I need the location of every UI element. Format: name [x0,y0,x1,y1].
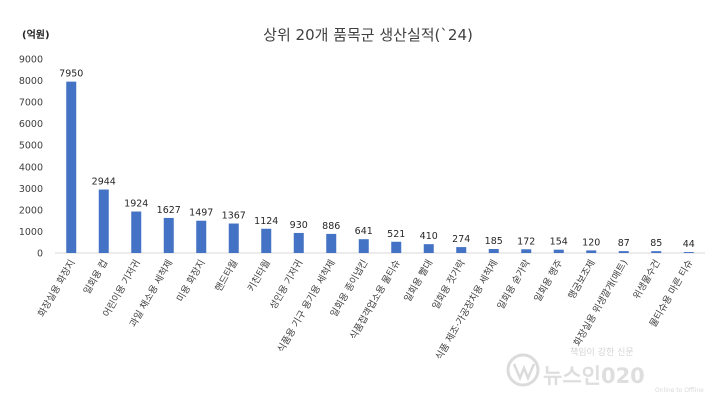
data-label: 154 [550,237,568,248]
bar [651,251,662,253]
watermark-brand: 뉴스인020 [543,364,645,388]
x-tick-label: 일회용 빨대 [402,258,435,304]
x-tick-label: 키친타월 [245,258,273,294]
x-tick-label: 일회용 행주 [532,257,566,304]
bar [391,241,402,253]
bar [521,249,532,253]
bar [326,233,337,253]
bar [423,244,434,253]
bars-layer [66,81,694,253]
bar [196,220,207,253]
data-label: 120 [582,237,600,248]
data-label: 410 [420,231,438,242]
x-tick-label: 식품 제조·가공장치용 세척제 [433,258,500,363]
bar [358,239,369,253]
y-tick-label: 3000 [19,184,43,195]
bar [683,252,694,253]
data-label: 44 [683,239,695,250]
data-labels-layer: 7950 2944 1924 1627 1497 1367 1124 930 886 641 521… [59,69,695,250]
x-tick-label: 일회용 숟가락 [495,257,533,311]
data-label: 1367 [222,211,246,222]
y-tick-label: 1000 [19,227,43,238]
x-tick-label: 행굼보조제 [566,258,598,302]
data-label: 930 [290,220,308,231]
x-tick-label: 미용 화장지 [175,258,208,304]
y-tick-label: 8000 [19,76,43,87]
data-label: 85 [650,238,662,249]
data-label: 521 [387,229,405,240]
x-tick-label: 성인용 기저귀 [268,258,305,312]
data-label: 172 [517,236,535,247]
x-tick-label: 화장실용 화장지 [36,258,78,319]
watermark-w-icon [512,363,536,382]
data-label: 1924 [124,199,148,210]
y-tick-label: 5000 [19,141,43,152]
x-tick-label: 식품용 기구 용기용 세척제 [276,258,338,355]
watermark-circle-icon [506,353,540,387]
y-tick-label: 7000 [19,98,43,109]
axis-layer: 0 1000 2000 3000 4000 5000 6000 7000 8000 9000 [19,55,705,260]
bar [488,249,499,253]
bar [98,189,109,253]
bar [163,217,174,253]
unit-label: (억원) [22,28,50,41]
bar [228,223,239,253]
data-label: 274 [452,234,470,245]
x-tick-label: 핸드타월 [212,258,240,294]
bar [553,249,564,253]
watermark-logo: 책임이 강한 신문 뉴스인020 Online to Offline [506,346,704,394]
bar [456,247,467,253]
watermark-tagline: 책임이 강한 신문 [570,346,634,358]
data-label: 87 [618,238,630,249]
x-tick-label: 일회용 컵 [81,258,110,297]
data-label: 1497 [189,208,213,219]
bar [131,211,142,253]
y-tick-label: 2000 [19,205,43,216]
data-label: 2944 [92,177,116,188]
x-tick-label: 위생물수건 [631,258,663,302]
data-label: 886 [322,221,340,232]
data-label: 7950 [59,69,83,80]
bar [293,232,304,253]
bar [66,81,77,253]
y-tick-label: 4000 [19,162,43,173]
watermark-sub: Online to Offline [655,387,704,394]
data-label: 185 [485,236,503,247]
bar [586,250,597,253]
bar [618,251,629,253]
bar [261,228,272,253]
data-label: 1627 [157,205,181,216]
data-label: 641 [355,226,373,237]
x-tick-label: 일회용 젓가락 [430,257,468,311]
data-label: 1124 [254,216,278,227]
y-tick-label: 6000 [19,119,43,130]
y-tick-label: 0 [37,249,43,260]
chart-title: 상위 20개 품목군 생산실적(`24) [263,26,473,44]
y-tick-label: 9000 [19,55,43,66]
